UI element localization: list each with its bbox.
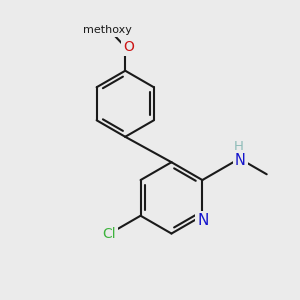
Text: methoxy: methoxy: [83, 25, 132, 35]
Text: O: O: [123, 40, 134, 54]
Text: N: N: [235, 153, 246, 168]
Text: N: N: [197, 213, 209, 228]
Text: Cl: Cl: [102, 227, 116, 242]
Text: H: H: [233, 140, 243, 152]
